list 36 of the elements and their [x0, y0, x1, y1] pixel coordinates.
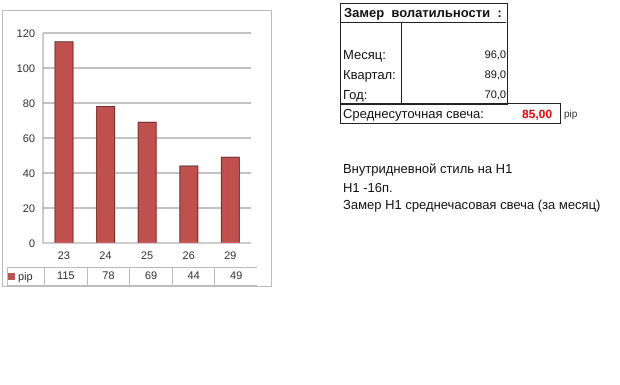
text: 89,0	[484, 69, 506, 81]
y-tick-label: 20	[22, 202, 35, 215]
y-tick-label: 0	[28, 238, 35, 250]
text: Месяц:	[343, 47, 386, 62]
data-label: 49	[214, 268, 257, 285]
data-label: 44	[172, 268, 214, 285]
bar	[138, 122, 157, 243]
x-tick-label: 23	[58, 250, 70, 262]
x-tick-label: 26	[182, 250, 195, 262]
x-tick-label: 29	[224, 250, 236, 262]
data-label: 78	[86, 268, 130, 285]
text: 70,0	[484, 89, 506, 101]
bar	[96, 106, 116, 243]
y-tick-label: 100	[16, 62, 35, 75]
y-tick-label: 80	[22, 98, 35, 110]
text: Замер H1 среднечасовая свеча (за месяц)	[343, 197, 600, 212]
text: Квартал:	[343, 67, 396, 82]
text: pip	[564, 109, 578, 120]
text: Внутридневной стиль на H1	[343, 161, 512, 176]
text: Год:	[343, 87, 368, 102]
data-label: 115	[44, 268, 87, 285]
x-tick-label: 24	[99, 250, 112, 262]
y-tick-label: 60	[22, 132, 35, 145]
y-tick-label: 40	[22, 168, 35, 180]
text: Замер волатильности :	[344, 5, 502, 20]
text: Среднесуточная свеча:	[343, 106, 484, 121]
y-tick-label: 120	[16, 28, 35, 40]
text: 85,00	[522, 107, 552, 121]
bar	[54, 41, 74, 243]
data-label: 69	[129, 268, 172, 285]
text: H1 -16п.	[343, 180, 393, 195]
x-tick-label: 25	[140, 250, 154, 262]
text: 96,0	[484, 49, 506, 61]
bar	[220, 156, 240, 243]
bar	[179, 166, 198, 243]
legend-label: pip	[18, 270, 33, 282]
